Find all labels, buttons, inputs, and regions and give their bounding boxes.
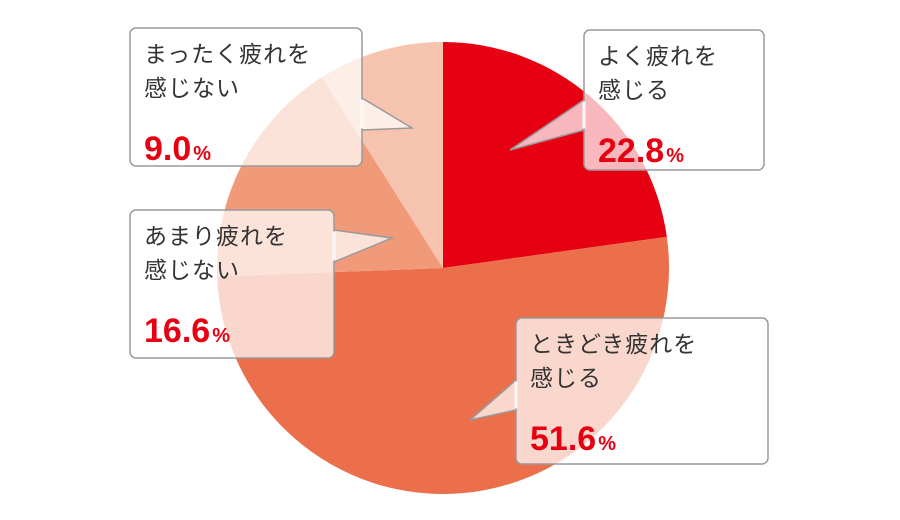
callout-label-line: まったく疲れを bbox=[144, 42, 311, 68]
callout-label-line: ときどき疲れを bbox=[530, 332, 697, 358]
callout-label-line: あまり疲れを bbox=[144, 224, 288, 250]
callout-box bbox=[583, 29, 765, 171]
pie-slice-1 bbox=[443, 42, 667, 268]
slice-value: 9.0% bbox=[144, 130, 211, 168]
callout-label-line: よく疲れを bbox=[598, 44, 718, 70]
callout-box bbox=[129, 27, 363, 167]
slice-value: 22.8% bbox=[598, 132, 684, 170]
slice-value: 16.6% bbox=[144, 312, 230, 350]
callout-label-line: 感じない bbox=[144, 258, 240, 284]
callout-label-line: 感じる bbox=[530, 366, 602, 392]
callout-label-line: 感じる bbox=[598, 78, 670, 104]
slice-value: 51.6% bbox=[530, 420, 616, 458]
callout-box bbox=[129, 209, 335, 359]
callout-label-line: 感じない bbox=[144, 76, 240, 102]
